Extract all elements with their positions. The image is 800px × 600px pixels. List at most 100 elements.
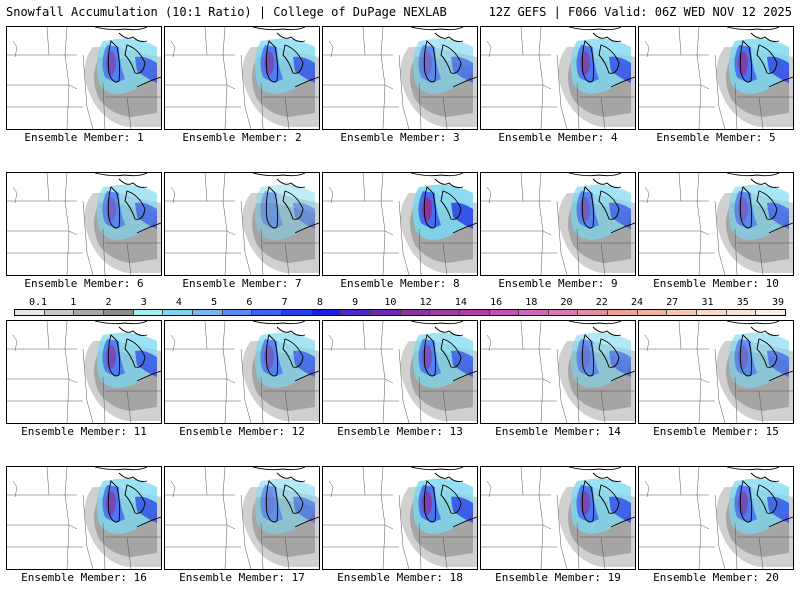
- state-boundary: [696, 321, 702, 423]
- state-boundary: [678, 467, 682, 496]
- state-boundary: [362, 27, 366, 56]
- state-boundary: [7, 230, 78, 236]
- ensemble-member-label: Ensemble Member: 13: [337, 425, 463, 438]
- colorbar-labels: 0.1 1 2 3 4 5 6 7 8 9 10 12 14 16 18 20 22 24 27 31 35 39: [14, 298, 786, 309]
- colorbar-swatch: [608, 310, 638, 315]
- state-boundary: [82, 54, 94, 129]
- lake-outline: [610, 222, 635, 234]
- colorbar-swatch: [281, 310, 312, 315]
- lake-outline: [107, 40, 121, 83]
- state-boundary: [714, 54, 726, 129]
- snowfall-map: [164, 466, 320, 570]
- state-boundary: [240, 348, 252, 423]
- lake-outline: [750, 472, 780, 482]
- snowfall-map: [480, 26, 636, 130]
- state-boundary: [576, 376, 580, 423]
- lake-outline: [440, 44, 462, 74]
- ensemble-panel: Ensemble Member: 2: [164, 26, 320, 144]
- ensemble-member-label: Ensemble Member: 4: [498, 131, 618, 144]
- state-boundary: [222, 27, 228, 129]
- state-boundary: [600, 390, 606, 423]
- lake-outline: [294, 370, 319, 382]
- colorbar-tick-label: 2: [105, 297, 112, 308]
- colorbar-swatch: [489, 310, 520, 315]
- lake-outline: [94, 27, 148, 31]
- colorbar-swatch: [548, 310, 579, 315]
- colorbar-swatch: [15, 310, 45, 315]
- state-boundary: [644, 186, 650, 204]
- colorbar-tick-label: 7: [281, 297, 288, 308]
- snow-shading-blue-east: [609, 496, 631, 523]
- ensemble-panel: Ensemble Member: 10: [638, 172, 794, 290]
- colorbar-tick-label: 22: [595, 297, 608, 308]
- colorbar-tick-label: 20: [560, 297, 573, 308]
- state-boundary: [362, 321, 366, 350]
- state-boundary: [323, 378, 394, 384]
- ensemble-member-label: Ensemble Member: 19: [495, 571, 621, 584]
- lake-outline: [568, 467, 622, 471]
- ensemble-panel: Ensemble Member: 18: [322, 466, 478, 584]
- lake-outline: [136, 222, 161, 234]
- state-boundary: [486, 334, 492, 352]
- state-boundary: [260, 376, 264, 423]
- snow-max-purple: [106, 345, 116, 369]
- lake-outline: [739, 186, 753, 229]
- lake-outline: [768, 516, 793, 528]
- state-boundary: [380, 173, 386, 275]
- colorbar-swatch: [400, 310, 431, 315]
- state-boundary: [398, 348, 410, 423]
- colorbar-swatch: [667, 310, 698, 315]
- lake-outline: [434, 472, 464, 482]
- state-boundary: [398, 494, 410, 569]
- lake-outline: [252, 321, 306, 325]
- lake-outline: [124, 44, 146, 74]
- ensemble-member-label: Ensemble Member: 17: [179, 571, 305, 584]
- ensemble-member-label: Ensemble Member: 9: [498, 277, 618, 290]
- ensemble-panel: Ensemble Member: 20: [638, 466, 794, 584]
- lake-outline: [423, 480, 437, 523]
- lake-outline: [124, 484, 146, 514]
- state-boundary: [639, 230, 710, 236]
- snowfall-map: [164, 172, 320, 276]
- state-boundary: [46, 467, 50, 496]
- state-boundary: [222, 173, 228, 275]
- state-boundary: [240, 494, 252, 569]
- lake-outline: [294, 76, 319, 88]
- colorbar-tick-label: 14: [454, 297, 467, 308]
- lake-outline: [434, 326, 464, 336]
- snow-max-purple: [738, 197, 748, 221]
- lake-outline: [124, 338, 146, 368]
- ensemble-panel: Ensemble Member: 15: [638, 320, 794, 438]
- lake-outline: [768, 76, 793, 88]
- lake-outline: [598, 44, 620, 74]
- state-boundary: [64, 467, 70, 569]
- lake-outline: [118, 178, 148, 188]
- colorbar-tick-label: 5: [211, 297, 218, 308]
- ensemble-member-label: Ensemble Member: 15: [653, 425, 779, 438]
- lake-outline: [592, 32, 622, 42]
- state-boundary: [734, 228, 738, 275]
- state-boundary: [126, 390, 132, 423]
- ensemble-member-label: Ensemble Member: 10: [653, 277, 779, 290]
- snow-max-purple: [738, 51, 748, 75]
- state-boundary: [102, 228, 106, 275]
- lake-outline: [768, 222, 793, 234]
- lake-outline: [610, 370, 635, 382]
- state-boundary: [126, 96, 132, 129]
- state-boundary: [260, 82, 264, 129]
- lake-outline: [726, 467, 780, 471]
- lake-outline: [410, 321, 464, 325]
- colorbar-tick-label: 6: [246, 297, 253, 308]
- state-boundary: [418, 228, 422, 275]
- snowfall-map: [322, 172, 478, 276]
- snow-max-purple: [264, 491, 274, 515]
- colorbar-swatch: [252, 310, 282, 315]
- snow-shading-blue-east: [451, 56, 473, 83]
- colorbar-swatch: [578, 310, 609, 315]
- ensemble-panel: Ensemble Member: 7: [164, 172, 320, 290]
- lake-outline: [265, 334, 279, 377]
- state-boundary: [170, 334, 176, 352]
- snow-max-purple: [106, 491, 116, 515]
- lake-outline: [756, 338, 778, 368]
- state-boundary: [696, 27, 702, 129]
